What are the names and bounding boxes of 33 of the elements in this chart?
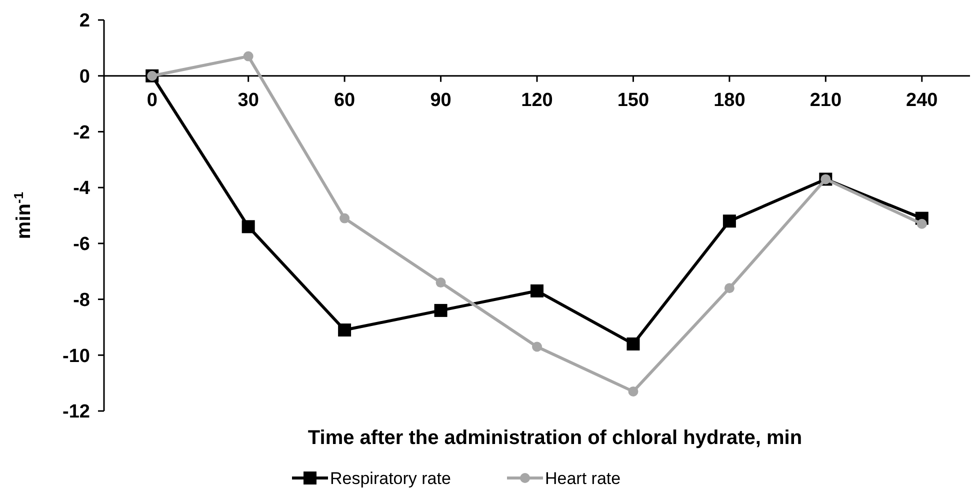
point	[916, 218, 927, 229]
x-tick-label: 180	[714, 90, 746, 111]
point	[340, 213, 350, 224]
x-tick-label: 150	[617, 90, 650, 111]
point	[724, 283, 734, 294]
x-tick-label: 90	[430, 90, 452, 111]
x-axis-title: Time after the administration of chloral hydrate, min	[308, 427, 802, 449]
point	[243, 51, 254, 62]
point	[628, 386, 638, 396]
point	[532, 342, 542, 352]
x-tick-label: 0	[146, 90, 158, 111]
y-tick-label: -8	[73, 290, 90, 311]
legend-label: Respiratory rate	[330, 468, 451, 488]
point	[242, 220, 255, 234]
x-tick-label: 120	[521, 90, 553, 111]
point	[530, 284, 544, 298]
y-tick-label: -4	[73, 178, 90, 200]
legend-label: Heart rate	[545, 468, 621, 488]
y-tick-label: -12	[62, 402, 90, 423]
y-tick-label: -10	[62, 346, 90, 367]
y-tick-label: 2	[79, 10, 90, 32]
y-tick-label: -2	[73, 122, 90, 144]
point	[626, 337, 640, 350]
y-tick-label: -6	[73, 234, 90, 256]
point	[434, 304, 448, 317]
point	[722, 214, 736, 228]
point	[338, 324, 352, 337]
x-tick-label: 240	[906, 90, 938, 111]
x-tick-label: 30	[238, 90, 259, 111]
x-tick-label: 210	[810, 90, 842, 111]
y-tick-label: 0	[79, 66, 90, 88]
point	[436, 278, 446, 288]
x-tick-label: 60	[334, 90, 356, 111]
